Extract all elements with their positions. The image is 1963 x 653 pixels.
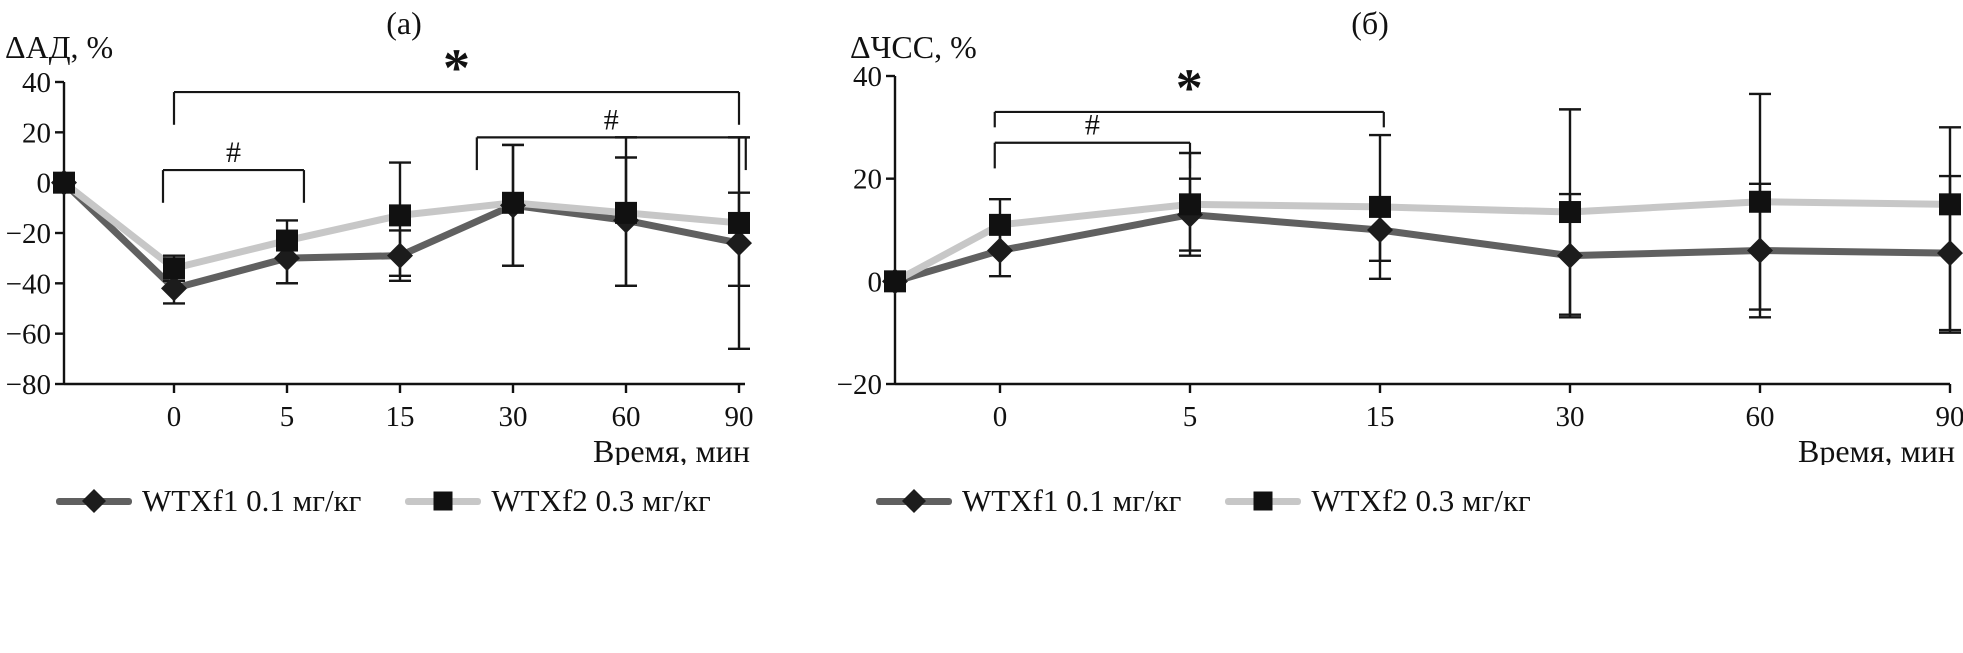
x-tick-label: 0: [167, 401, 182, 433]
y-tick-label: 40: [22, 67, 51, 99]
diamond-marker: [1937, 240, 1963, 267]
x-tick-label: 30: [499, 401, 528, 433]
square-marker: [989, 213, 1011, 236]
x-tick-label: 60: [1746, 401, 1775, 433]
y-tick-label: 0: [868, 266, 883, 298]
panel-b: (б) ΔЧСС, % 40 20 0 −20 0 5 15 30 60 90 Время, мин # *…: [810, 0, 1963, 653]
legend-a: WTXf1 0.1 мг/кг WTXf2 0.3 мг/кг: [0, 483, 810, 519]
x-axis-title: Время, мин: [593, 433, 750, 465]
significance-label: #: [1085, 109, 1100, 142]
square-marker: [728, 211, 750, 234]
square-marker: [1179, 193, 1201, 216]
y-axis-title: ΔЧСС, %: [850, 29, 977, 65]
legend-label-wtxf2: WTXf2 0.3 мг/кг: [491, 483, 711, 518]
y-tick-label: 40: [853, 61, 882, 93]
x-tick-label: 30: [1556, 401, 1585, 433]
x-tick-label: 90: [725, 401, 754, 433]
legend-item-wtxf1: WTXf1 0.1 мг/кг: [56, 483, 361, 519]
square-marker: [502, 191, 524, 214]
diamond-marker-icon: [81, 488, 107, 514]
square-marker: [276, 229, 298, 252]
square-marker: [163, 257, 185, 280]
y-tick-label: −40: [6, 268, 51, 300]
x-tick-label: 15: [386, 401, 415, 433]
square-marker-icon: [433, 491, 453, 511]
legend-b: WTXf1 0.1 мг/кг WTXf2 0.3 мг/кг: [810, 483, 1963, 519]
diamond-marker: [987, 237, 1013, 264]
diamond-marker: [1747, 237, 1773, 264]
panel-title: (б): [1351, 5, 1389, 41]
x-axis-title: Время, мин: [1798, 433, 1955, 465]
square-marker: [1749, 190, 1771, 213]
square-marker: [53, 171, 75, 194]
y-tick-label: −80: [6, 369, 51, 401]
square-marker: [1369, 195, 1391, 218]
diamond-marker-icon: [901, 488, 927, 514]
square-marker: [615, 201, 637, 224]
diamond-marker: [274, 245, 300, 272]
wtxf1-line-sample: [876, 487, 952, 515]
wtxf2-line-sample: [405, 487, 482, 515]
legend-label-wtxf1: WTXf1 0.1 мг/кг: [142, 483, 362, 518]
square-marker: [1559, 201, 1581, 224]
x-tick-label: 0: [993, 401, 1008, 433]
diamond-marker: [726, 230, 752, 257]
y-axis-title: ΔАД, %: [5, 29, 113, 65]
y-tick-label: 0: [37, 168, 52, 200]
wtxf1-line-sample: [56, 487, 132, 515]
x-tick-label: 60: [612, 401, 641, 433]
diamond-marker: [1557, 242, 1583, 269]
legend-item-wtxf1: WTXf1 0.1 мг/кг: [876, 483, 1181, 519]
x-tick-label: 5: [1183, 401, 1198, 433]
legend-label-wtxf2: WTXf2 0.3 мг/кг: [1311, 483, 1531, 518]
significance-label: #: [604, 103, 619, 136]
x-tick-label: 5: [280, 401, 295, 433]
legend-item-wtxf2: WTXf2 0.3 мг/кг: [405, 483, 711, 519]
y-tick-label: −60: [6, 319, 51, 351]
y-tick-label: 20: [22, 117, 51, 149]
diamond-marker: [1367, 217, 1393, 243]
significance-label: #: [226, 136, 241, 169]
diamond-marker: [161, 275, 187, 302]
x-tick-label: 90: [1936, 401, 1963, 433]
panel-a: (а) ΔАД, % 40 20 0 −20 −40 −60 −80 0 5 15 30 60 90 Врем…: [0, 0, 810, 653]
square-marker: [389, 204, 411, 227]
y-tick-label: 20: [853, 164, 882, 196]
legend-label-wtxf1: WTXf1 0.1 мг/кг: [962, 483, 1182, 518]
square-marker-icon: [1253, 491, 1273, 511]
square-marker: [1939, 193, 1961, 216]
significance-label: *: [443, 38, 470, 98]
series-line: [891, 211, 1954, 285]
panel-title: (а): [386, 5, 422, 41]
chart-a-svg: (а) ΔАД, %40 20 0 −20 −40 −60 −80 0 5 15 30 60 90Врем…: [5, 5, 754, 465]
y-tick-label: −20: [837, 369, 882, 401]
legend-item-wtxf2: WTXf2 0.3 мг/кг: [1225, 483, 1531, 519]
y-tick-label: −20: [6, 218, 51, 250]
x-tick-label: 15: [1366, 401, 1395, 433]
diamond-marker: [387, 242, 413, 269]
square-marker: [884, 270, 906, 293]
wtxf2-line-sample: [1225, 487, 1302, 515]
significance-label: *: [1176, 58, 1203, 118]
